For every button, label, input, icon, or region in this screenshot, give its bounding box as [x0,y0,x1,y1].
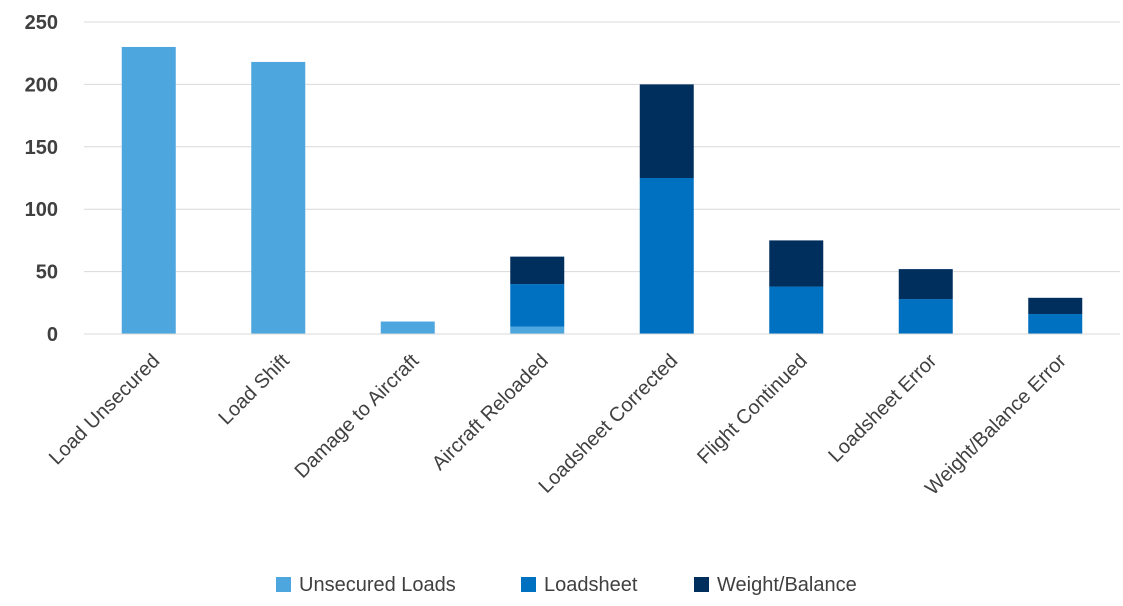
bar-damage-to-aircraft-unsecured-loads [380,321,435,334]
bar-group-aircraft-reloaded [510,256,565,334]
legend-swatch-unsecured-loads [276,577,291,592]
y-tick-label-50: 50 [36,262,58,284]
legend: Unsecured Loads Loadsheet Weight/Balance [276,574,857,596]
bar-flight-continued-weight-balance [769,240,824,287]
bar-loadsheet-error-weight-balance [898,269,953,300]
bar-flight-continued-loadsheet [769,286,824,334]
bar-loadsheet-corrected-loadsheet [639,178,694,334]
bar-group-flight-continued [769,240,824,334]
bar-weight-balance-error-weight-balance [1028,297,1083,315]
y-axis-tick-labels: 0 50 100 150 200 250 [25,12,58,346]
bar-group-damage-to-aircraft [380,321,435,334]
legend-item-loadsheet: Loadsheet [521,574,638,596]
bars [121,46,1083,335]
legend-label-unsecured-loads: Unsecured Loads [299,574,456,596]
bar-aircraft-reloaded-weight-balance [510,256,565,285]
x-tick-label-load-unsecured: Load Unsecured [45,350,164,469]
y-tick-label-200: 200 [25,74,58,96]
bar-weight-balance-error-loadsheet [1028,314,1083,334]
y-tick-label-150: 150 [25,137,58,159]
x-tick-label-load-shift: Load Shift [215,350,295,430]
legend-label-loadsheet: Loadsheet [544,574,638,596]
y-tick-label-250: 250 [25,12,58,34]
legend-swatch-loadsheet [521,577,536,592]
bar-group-loadsheet-error [898,269,953,334]
legend-label-weight-balance: Weight/Balance [717,574,857,596]
y-tick-label-0: 0 [47,324,58,346]
bar-group-load-unsecured [121,46,176,335]
legend-item-weight-balance: Weight/Balance [694,574,857,596]
legend-item-unsecured-loads: Unsecured Loads [276,574,456,596]
x-tick-label-flight-continued: Flight Continued [693,350,812,469]
x-tick-label-loadsheet-error: Loadsheet Error [824,350,941,467]
bar-load-unsecured-unsecured-loads [121,46,176,335]
bar-group-weight-balance-error [1028,297,1083,334]
x-tick-label-loadsheet-corrected: Loadsheet Corrected [535,350,683,498]
y-tick-label-100: 100 [25,199,58,221]
legend-swatch-weight-balance [694,577,709,592]
bar-loadsheet-error-loadsheet [898,299,953,334]
bar-aircraft-reloaded-unsecured-loads [510,326,565,334]
bar-loadsheet-corrected-weight-balance [639,84,694,178]
bar-aircraft-reloaded-loadsheet [510,284,565,327]
x-tick-label-weight-balance-error: Weight/Balance Error [921,350,1071,500]
x-tick-label-damage-to-aircraft: Damage to Aircraft [291,350,424,483]
bar-group-load-shift [251,61,306,334]
gridlines [84,21,1120,273]
bar-load-shift-unsecured-loads [251,61,306,334]
x-tick-label-aircraft-reloaded: Aircraft Reloaded [428,350,553,475]
bar-group-loadsheet-corrected [639,84,694,334]
